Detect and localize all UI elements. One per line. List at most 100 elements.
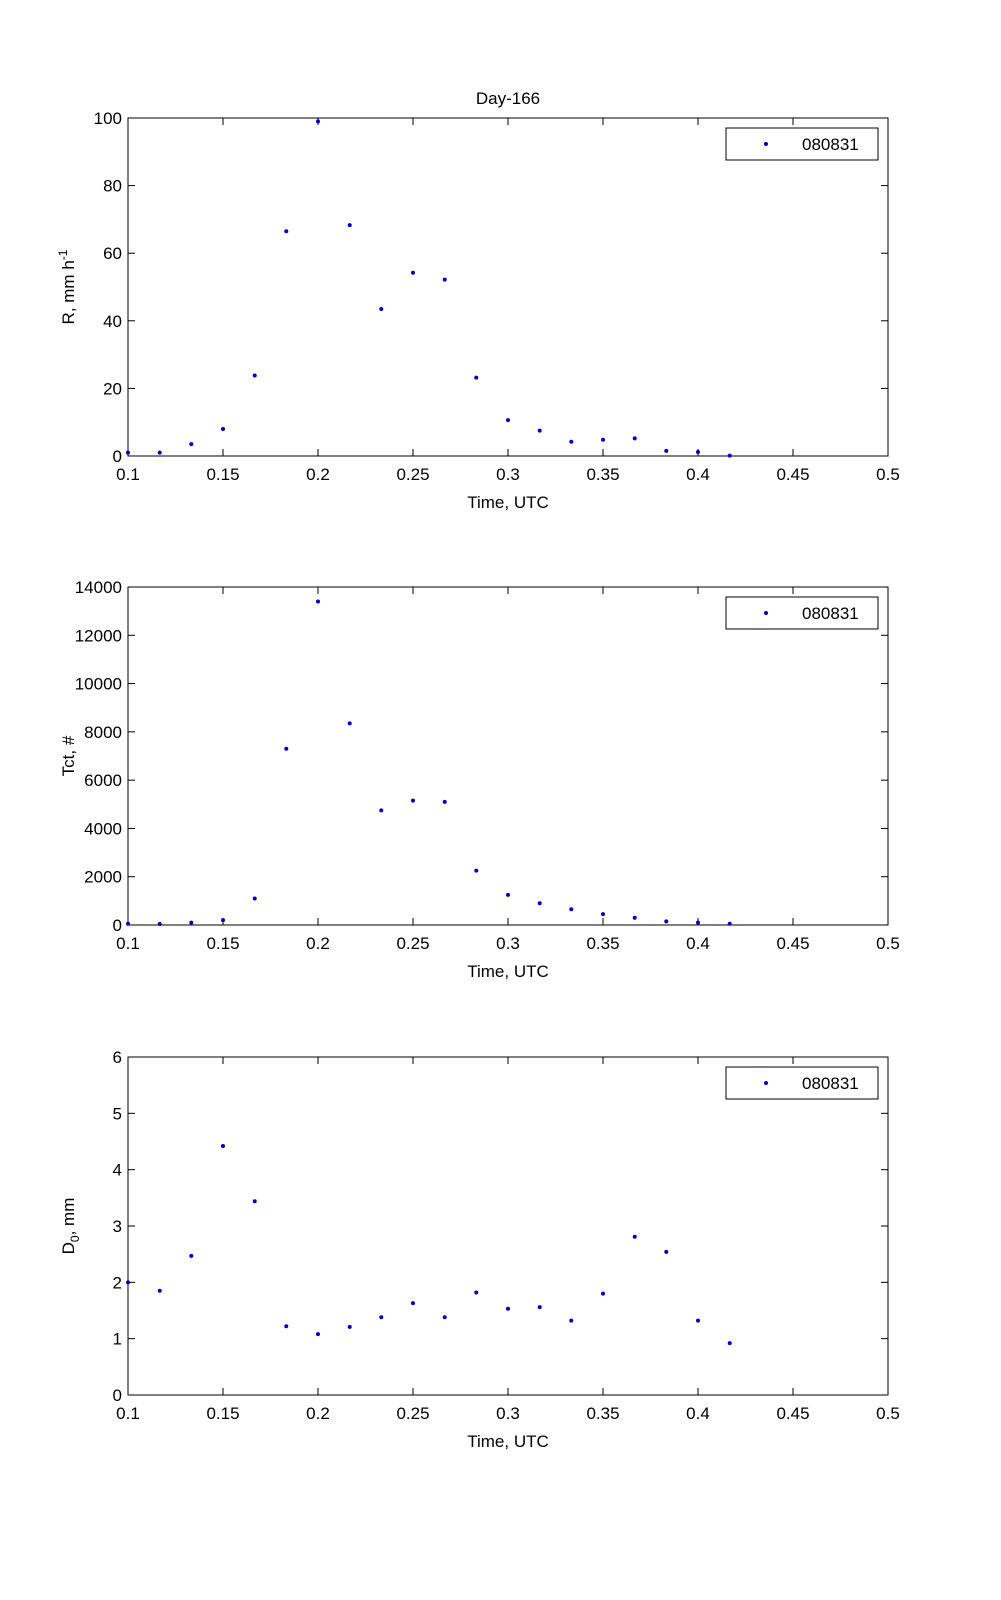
data-point [189, 920, 194, 925]
data-point [727, 1341, 732, 1346]
data-point [126, 1280, 130, 1285]
chart-panel-1: 0.1 0.15 0.2 0.25 0.3 0.35 0.4 0.45 0.5 0 20 40 60 80… [56, 89, 900, 512]
data-point [664, 919, 669, 924]
data-point [537, 428, 542, 433]
x-tick-label: 0.15 [206, 1404, 239, 1423]
legend-box [725, 127, 879, 161]
x-tick-label: 0.45 [776, 1404, 809, 1423]
data-point [126, 921, 130, 926]
data-point [632, 1234, 637, 1239]
data-point [474, 1290, 479, 1295]
x-tick-label: 0.35 [586, 465, 619, 484]
data-point [474, 375, 479, 380]
y-tick-label: 60 [103, 244, 122, 263]
legend-label: 080831 [802, 135, 859, 154]
data-point [221, 1144, 225, 1149]
data-point [126, 450, 130, 455]
data-point [537, 1305, 542, 1310]
y-tick-label: 14000 [75, 578, 122, 597]
data-point [189, 1253, 194, 1258]
x-tick-label: 0.2 [306, 934, 330, 953]
data-point [379, 1315, 384, 1320]
data-point [537, 901, 542, 906]
data-point [569, 439, 574, 444]
x-tick-label: 0.25 [396, 934, 429, 953]
data-point [696, 920, 700, 925]
data-point [696, 1318, 700, 1323]
x-tick-label: 0.2 [306, 1404, 330, 1423]
x-axis-label: Time, UTC [467, 493, 549, 512]
data-point [506, 418, 510, 423]
x-tick-label: 0.5 [876, 934, 900, 953]
data-point [442, 1315, 447, 1320]
data-point [252, 1199, 257, 1204]
plot-area-frame [127, 117, 889, 457]
y-tick-label: 8000 [84, 723, 122, 742]
y-tick-label: 6000 [84, 771, 122, 790]
chart-panel-2: 0.1 0.15 0.2 0.25 0.3 0.35 0.4 0.45 0.5 0 2000 4000… [59, 578, 900, 981]
legend-marker [764, 611, 768, 615]
data-point [474, 868, 479, 873]
y-tick-label: 4000 [84, 819, 122, 838]
y-tick-label: 5 [113, 1104, 122, 1123]
data-point [632, 915, 637, 920]
x-tick-label: 0.4 [686, 465, 710, 484]
x-tick-label: 0.5 [876, 465, 900, 484]
legend-box [725, 596, 879, 630]
data-point [221, 426, 225, 431]
data-point [189, 442, 194, 447]
data-point [696, 449, 700, 454]
data-point [347, 721, 352, 726]
y-tick-label: 2 [113, 1273, 122, 1292]
legend-marker [764, 142, 768, 146]
data-point [379, 306, 384, 311]
x-tick-label: 0.25 [396, 465, 429, 484]
data-point [157, 1288, 162, 1293]
y-tick-label: 4 [113, 1161, 122, 1180]
y-tick-label: 1 [113, 1330, 122, 1349]
y-tick-label: 0 [113, 1386, 122, 1405]
data-point [506, 892, 510, 897]
data-point [569, 907, 574, 912]
y-axis-label: D0, mm [59, 1198, 82, 1255]
x-tick-label: 0.35 [586, 1404, 619, 1423]
data-point [569, 1318, 574, 1323]
legend-marker [764, 1081, 768, 1085]
x-tick-label: 0.35 [586, 934, 619, 953]
data-point [157, 450, 162, 455]
data-point [601, 1291, 605, 1296]
data-point [284, 1324, 289, 1329]
x-tick-label: 0.3 [496, 465, 520, 484]
legend: 080831 [725, 127, 879, 161]
x-tick-label: 0.25 [396, 1404, 429, 1423]
data-point [284, 746, 289, 751]
data-point [316, 119, 320, 124]
data-point [664, 448, 669, 453]
x-tick-label: 0.1 [116, 934, 140, 953]
x-tick-label: 0.15 [206, 465, 239, 484]
data-point [284, 229, 289, 234]
data-point [632, 436, 637, 441]
legend-label: 080831 [802, 1074, 859, 1093]
x-axis-label: Time, UTC [467, 1432, 549, 1451]
x-tick-label: 0.3 [496, 1404, 520, 1423]
y-tick-label: 40 [103, 312, 122, 331]
x-tick-label: 0.4 [686, 934, 710, 953]
data-point [411, 798, 415, 803]
data-point [316, 599, 320, 604]
y-tick-label: 3 [113, 1217, 122, 1236]
data-point [252, 373, 257, 378]
data-point [347, 1324, 352, 1329]
x-tick-label: 0.45 [776, 934, 809, 953]
y-tick-label: 100 [94, 109, 122, 128]
data-point [316, 1332, 320, 1337]
chart-title: Day-166 [476, 89, 540, 108]
y-tick-label: 20 [103, 379, 122, 398]
plot-area-frame [127, 1056, 889, 1396]
legend: 080831 [725, 1066, 879, 1100]
chart-panel-3: 0.1 0.15 0.2 0.25 0.3 0.35 0.4 0.45 0.5 0 1 2 3 4 5 6 Ti… [59, 1048, 900, 1451]
x-tick-label: 0.1 [116, 465, 140, 484]
x-tick-label: 0.2 [306, 465, 330, 484]
data-point [221, 918, 225, 923]
